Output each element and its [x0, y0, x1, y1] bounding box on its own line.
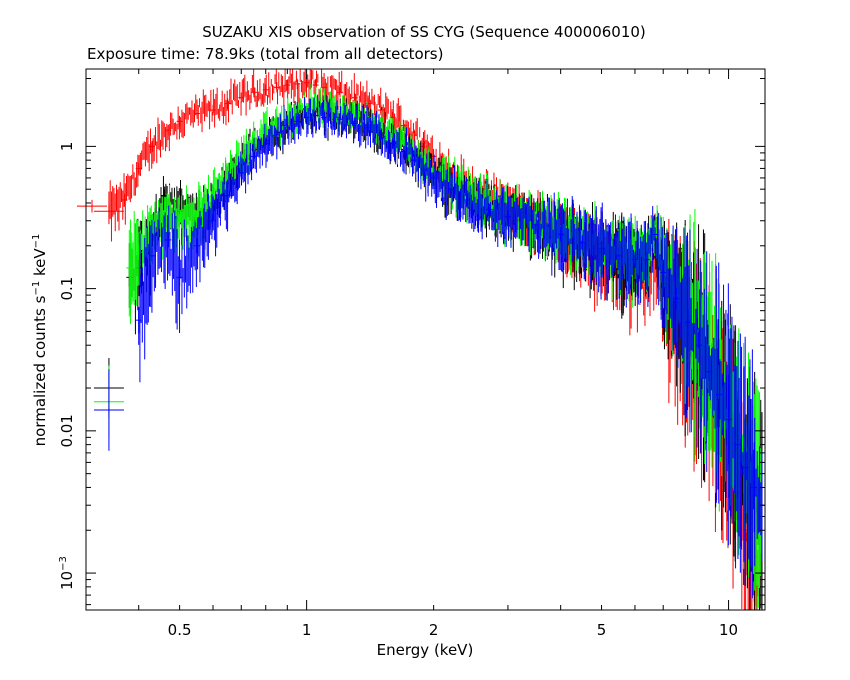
x-tick-label: 1 — [302, 621, 312, 639]
y-axis-label-exp-1: −1 — [31, 281, 42, 296]
series-4 — [93, 94, 765, 599]
y-tick-label: 0.1 — [58, 277, 76, 301]
y-tick-label: 0.01 — [58, 414, 76, 447]
x-axis-label: Energy (keV) — [377, 641, 474, 659]
chart-title: SUZAKU XIS observation of SS CYG (Sequen… — [202, 23, 646, 41]
x-tick-label: 5 — [597, 621, 607, 639]
y-axis: 1 0.1 0.01 10−3 — [58, 78, 765, 606]
y-tick-label-exp: −3 — [58, 556, 69, 571]
y-tick-label: 10−3 — [58, 556, 76, 590]
y-axis-label: normalized counts s−1 keV−1 — [31, 234, 49, 447]
y-axis-label-exp-2: −1 — [31, 234, 42, 249]
plot-area — [77, 69, 765, 610]
x-tick-label: 2 — [429, 621, 439, 639]
chart-subtitle: Exposure time: 78.9ks (total from all de… — [87, 45, 443, 63]
plot-frame — [85, 68, 766, 611]
y-tick-label: 1 — [58, 142, 76, 152]
x-tick-label: 0.5 — [168, 621, 192, 639]
x-tick-label: 10 — [719, 621, 738, 639]
y-axis-label-part-a: normalized counts s — [31, 295, 49, 446]
y-axis-label-part-c: keV — [31, 248, 49, 281]
x-axis: 0.5 1 2 5 10 — [85, 69, 738, 639]
y-tick-label-base: 10 — [58, 571, 76, 590]
